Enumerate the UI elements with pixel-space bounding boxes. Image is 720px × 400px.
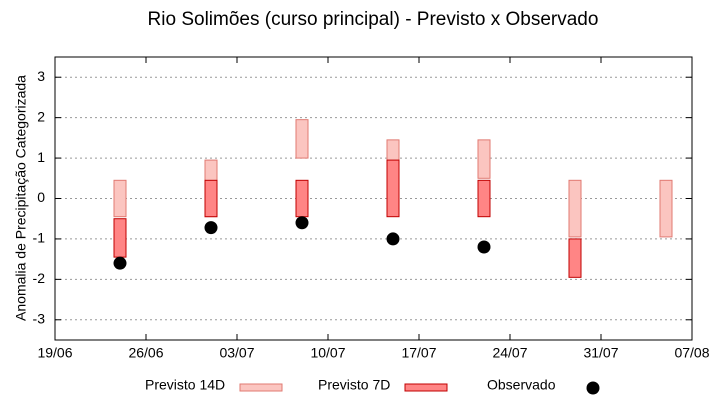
- legend-swatch: [239, 383, 283, 392]
- legend-swatch: [404, 383, 448, 392]
- y-axis-label: Anomalia de Precipitação Categorizada: [13, 75, 29, 321]
- legend-label: Observado: [487, 377, 556, 393]
- range-bar: [295, 179, 309, 218]
- observed-point: [113, 256, 127, 270]
- range-bar: [568, 238, 582, 278]
- legend-label: Previsto 14D: [145, 377, 225, 393]
- range-bar: [659, 179, 673, 238]
- range-bar: [204, 179, 218, 218]
- observed-point: [386, 232, 400, 246]
- range-bar: [477, 139, 491, 179]
- observed-point: [204, 221, 218, 235]
- observed-point: [477, 240, 491, 254]
- y-tick-label: 1: [37, 149, 45, 165]
- range-bar: [113, 179, 127, 218]
- y-tick-label: 3: [37, 68, 45, 84]
- plot-frame: [54, 56, 693, 341]
- y-tick-label: 2: [37, 108, 45, 124]
- x-tick-label: 10/07: [310, 345, 345, 361]
- chart-title: Rio Solimões (curso principal) - Previst…: [148, 9, 599, 30]
- y-tick-label: 0: [37, 189, 45, 205]
- legend-swatch: [586, 381, 600, 395]
- range-bar: [568, 179, 582, 238]
- range-bar: [386, 159, 400, 218]
- x-tick-label: 26/06: [128, 345, 163, 361]
- x-tick-label: 17/07: [401, 345, 436, 361]
- x-tick-label: 19/06: [37, 345, 72, 361]
- range-bar: [295, 119, 309, 159]
- x-tick-label: 07/08: [674, 345, 709, 361]
- x-tick-label: 24/07: [492, 345, 527, 361]
- legend-label: Previsto 7D: [318, 377, 390, 393]
- y-tick-label: -2: [33, 270, 46, 286]
- y-tick-label: -3: [33, 310, 46, 326]
- x-tick-label: 31/07: [583, 345, 618, 361]
- range-bar: [113, 218, 127, 258]
- x-tick-label: 03/07: [219, 345, 254, 361]
- range-bar: [477, 179, 491, 218]
- y-tick-label: -1: [33, 230, 46, 246]
- observed-point: [295, 216, 309, 230]
